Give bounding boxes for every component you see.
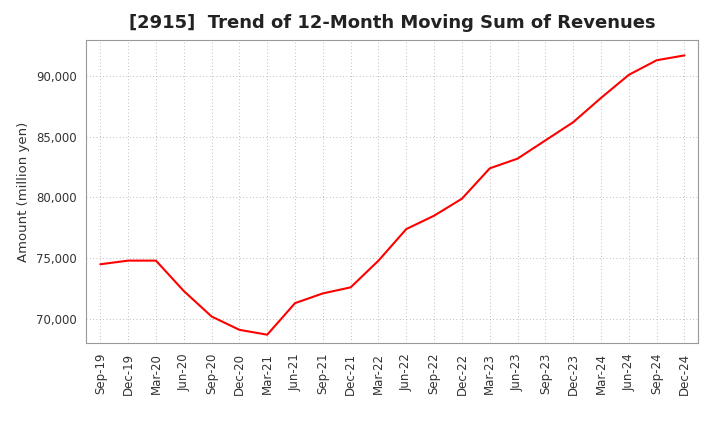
Text: [2915]  Trend of 12-Month Moving Sum of Revenues: [2915] Trend of 12-Month Moving Sum of R…	[130, 15, 656, 33]
Y-axis label: Amount (million yen): Amount (million yen)	[17, 121, 30, 261]
